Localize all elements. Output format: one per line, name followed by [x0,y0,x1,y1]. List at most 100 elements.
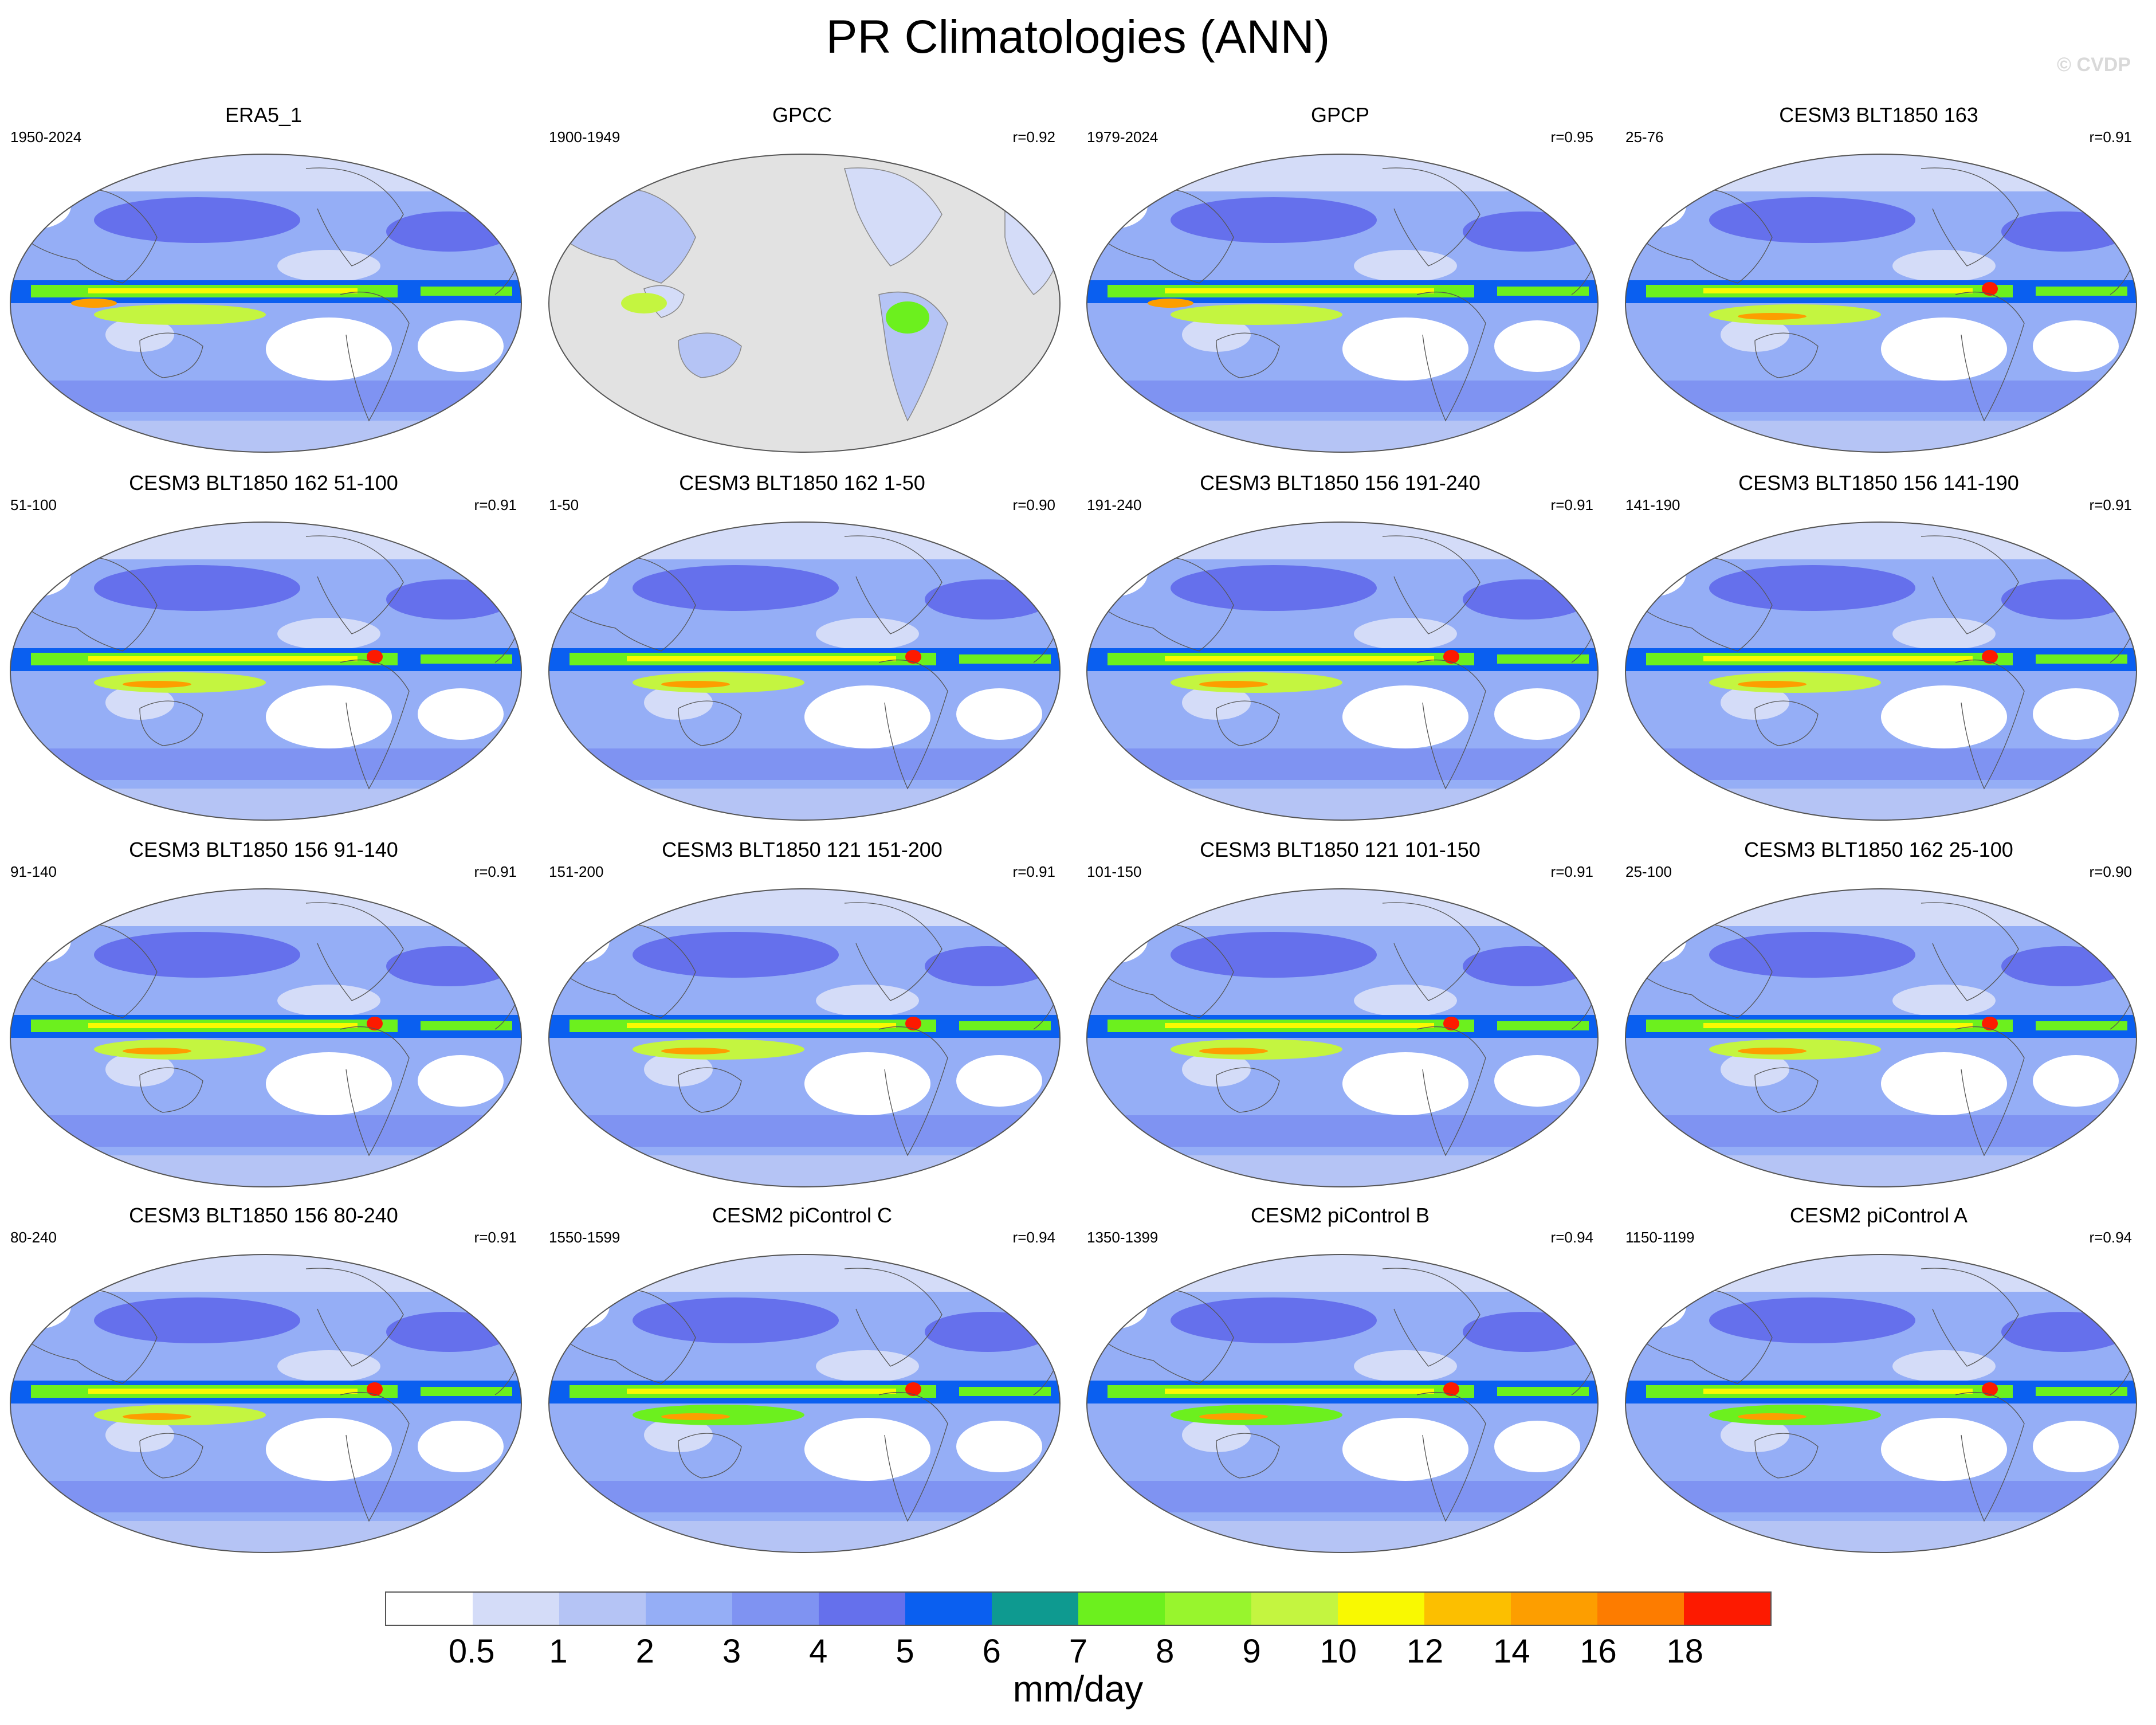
colorbar-tick-label: 8 [1156,1633,1175,1670]
pacific-storm-track [633,565,839,611]
colorbar-segment [646,1593,732,1625]
panel-title: CESM3 BLT1850 162 51-100 [129,471,398,495]
antarctic-band [1625,421,2137,452]
map-panel: ERA5_1 1950-2024 [0,103,527,458]
atlantic-storm-track [2001,946,2127,986]
colorbar-segment [1251,1593,1338,1625]
panama-maximum [1982,1017,1998,1030]
precip-map [1625,154,2137,453]
coastline [844,1268,942,1367]
colorbar-tick-label: 6 [982,1633,1001,1670]
atlantic-itcz [1497,1021,1589,1030]
australia-dry-zone [1182,685,1251,720]
australia-dry-zone [644,1052,713,1087]
map-panel: CESM2 piControl C 1550-1599 r=0.94 [539,1203,1066,1559]
arctic-dry-band [549,1254,1060,1292]
panel-period: 91-140 [10,863,57,880]
coastline [878,1026,948,1156]
colorbar-segment [1338,1593,1424,1625]
atlantic-itcz [421,654,512,664]
panel-period: 1979-2024 [1087,128,1158,146]
panama-maximum [905,1017,921,1030]
antarctic-band [10,789,521,820]
map-panel: CESM3 BLT1850 121 101-150 101-150 r=0.91 [1077,838,1604,1193]
coastline [1955,1391,2025,1522]
ne-pacific-dry-zone [1892,985,1996,1017]
precip-map [548,522,1061,821]
se-pacific-dry-zone [1342,685,1468,748]
panel-title: GPCP [1310,103,1370,127]
panel-title: CESM3 BLT1850 162 25-100 [1744,838,2013,861]
maritime-continent-rainfall [621,293,667,313]
se-pacific-dry-zone [1881,317,2007,381]
coastline [305,535,404,634]
s-atlantic-dry-zone [956,1055,1042,1107]
colorbar [385,1591,1772,1626]
precip-map [1625,522,2137,821]
ne-pacific-dry-zone [1354,985,1457,1017]
maritime-continent-max [71,299,117,308]
panel-title: CESM2 piControl C [712,1203,893,1227]
panel-title: CESM3 BLT1850 121 101-150 [1200,838,1480,861]
spcz-core [1199,1048,1268,1054]
map-border [10,154,522,453]
panel-correlation: r=0.94 [2089,1229,2132,1246]
colorbar-segment [732,1593,819,1625]
southern-storm-track [10,1115,521,1147]
coastline [1216,1433,1280,1479]
precip-map [1625,888,2137,1187]
panel-correlation: r=0.92 [1012,128,1055,146]
itcz-core [1165,288,1434,293]
antarctic-band [1087,1155,1598,1187]
atlantic-storm-track [1463,946,1589,986]
southern-storm-track [549,1115,1060,1147]
atlantic-itcz [2036,654,2127,664]
map-panel: GPCP 1979-2024 r=0.95 [1077,103,1604,458]
colorbar-segment [559,1593,646,1625]
panel-correlation: r=0.91 [474,863,517,880]
coastline [1416,659,1486,790]
pacific-storm-track [1171,565,1377,611]
spcz-band [94,304,266,325]
ne-pacific-dry-zone [1354,1350,1457,1382]
map-border [10,888,522,1187]
arctic-dry-band [1087,889,1598,926]
colorbar-tick-label: 4 [809,1633,828,1670]
coastline [1216,700,1280,746]
arctic-dry-band [1087,1254,1598,1292]
coastline [1382,535,1480,634]
ne-pacific-dry-zone [1892,618,1996,650]
pacific-storm-track [1709,565,1915,611]
panel-title: GPCC [772,103,832,127]
map-panel: CESM3 BLT1850 156 191-240 191-240 r=0.91 [1077,471,1604,826]
atlantic-itcz [421,287,512,296]
arctic-dry-band [10,154,521,191]
coastline [340,1391,410,1522]
coastline [305,167,404,266]
panel-correlation: r=0.90 [2089,863,2132,880]
map-panel: CESM2 piControl A 1150-1199 r=0.94 [1615,1203,2142,1559]
panel-correlation: r=0.91 [474,1229,517,1246]
panel-correlation: r=0.91 [2089,496,2132,513]
spcz-core [661,681,730,688]
coastline [340,291,410,422]
coastline [1382,902,1480,1001]
southern-storm-track [1625,381,2137,412]
coastline [678,1067,742,1113]
colorbar-segment [992,1593,1078,1625]
panel-period: 1550-1599 [549,1229,621,1246]
precip-map [10,522,522,821]
australia-dry-zone [1721,1418,1789,1452]
atlantic-itcz [1497,654,1589,664]
coastline [678,1433,742,1479]
colorbar-tick-label: 9 [1242,1633,1261,1670]
itcz-core [627,1023,896,1028]
itcz-core [627,1389,896,1394]
panel-title: CESM3 BLT1850 163 [1779,103,1978,127]
ne-pacific-dry-zone [277,1350,380,1382]
australia-dry-zone [1182,317,1251,352]
panel-correlation: r=0.91 [474,496,517,513]
map-panel: CESM3 BLT1850 163 25-76 r=0.91 [1615,103,2142,458]
s-atlantic-dry-zone [1494,1421,1580,1472]
s-atlantic-dry-zone [2033,1421,2119,1472]
